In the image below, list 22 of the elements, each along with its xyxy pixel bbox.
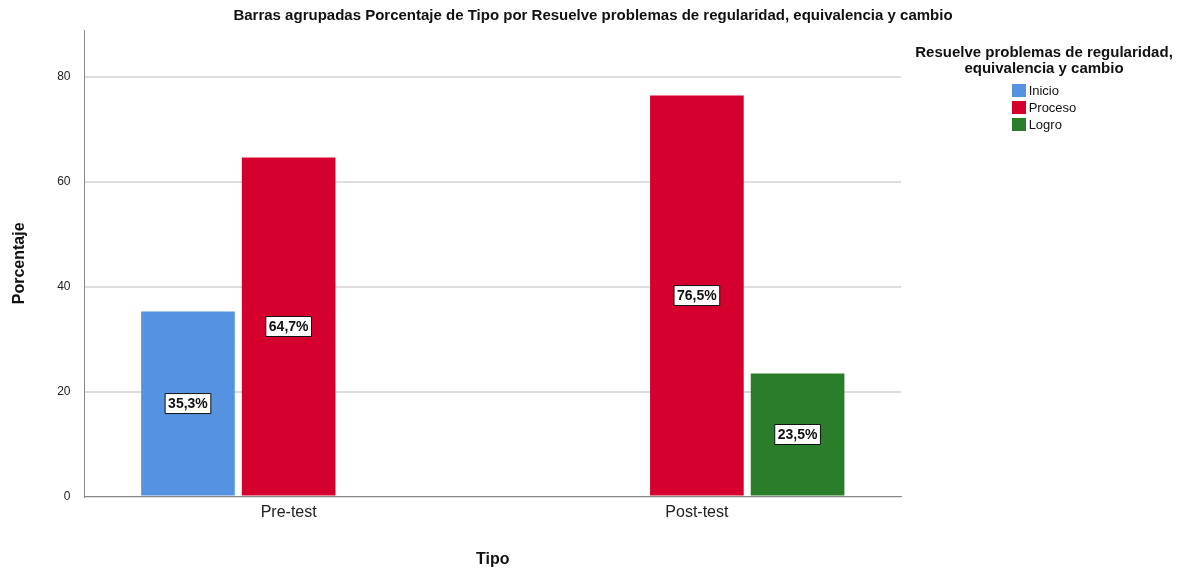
legend-title: Resuelve problemas de regularidad, equivalencia y cambio <box>914 43 1174 76</box>
chart-title: Barras agrupadas Porcentaje de Tipo por Resuelve problemas de regularidad, equivalencia y cambio <box>232 6 954 23</box>
y-tick-label: 0 <box>63 488 71 503</box>
y-tick-label: 60 <box>57 174 71 189</box>
legend-label: Logro <box>1028 117 1062 132</box>
y-tick-label: 80 <box>57 69 71 84</box>
bar <box>750 373 845 496</box>
bar <box>141 311 235 496</box>
y-tick-label: 40 <box>57 279 71 294</box>
bar <box>241 157 336 496</box>
y-axis-title: Porcentaje <box>10 222 28 305</box>
data-label: 64,7% <box>268 318 310 335</box>
data-label: 23,5% <box>777 426 818 443</box>
x-tick-label: Pre-test <box>260 502 318 520</box>
legend-label: Inicio <box>1028 83 1059 98</box>
data-label: 35,3% <box>168 395 209 412</box>
y-tick-label: 20 <box>57 384 71 399</box>
legend-label: Proceso <box>1028 100 1077 115</box>
x-tick-label: Post-test <box>665 502 729 520</box>
x-axis-title: Tipo <box>476 549 510 567</box>
data-label: 76,5% <box>677 287 718 304</box>
bar <box>650 95 744 496</box>
